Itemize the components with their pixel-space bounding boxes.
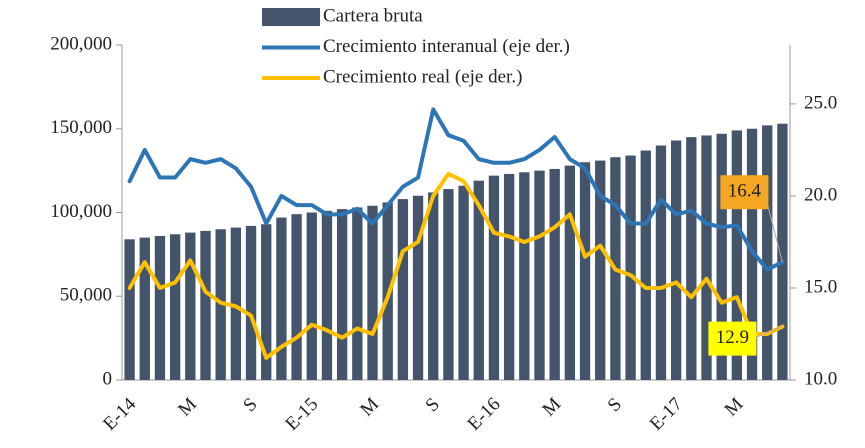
bar xyxy=(185,232,196,380)
bar xyxy=(306,212,317,380)
bar xyxy=(154,235,166,380)
bar xyxy=(534,170,545,380)
y-tick-label: 200,000 xyxy=(50,33,112,54)
x-tick-label: M xyxy=(356,394,383,421)
bar xyxy=(336,209,348,380)
x-tick-label: S xyxy=(604,394,626,416)
data-label: 12.9 xyxy=(716,327,749,348)
x-tick-label: M xyxy=(174,394,201,421)
bar xyxy=(443,189,454,380)
x-tick-label: M xyxy=(538,394,565,421)
y2-tick-label: 15.0 xyxy=(804,276,837,297)
y-tick-label: 100,000 xyxy=(50,201,112,222)
bar xyxy=(579,162,591,380)
bar xyxy=(625,155,636,380)
bar xyxy=(746,128,758,380)
bar xyxy=(200,230,211,380)
bar xyxy=(412,195,424,380)
legend-label: Cartera bruta xyxy=(323,5,423,26)
y2-tick-label: 25.0 xyxy=(804,92,837,113)
bar xyxy=(139,237,150,380)
bar xyxy=(245,225,257,380)
bar xyxy=(564,165,576,380)
data-label: 16.4 xyxy=(728,181,762,202)
bar xyxy=(701,135,712,380)
line xyxy=(127,107,785,272)
x-tick-label: E-14 xyxy=(99,393,140,434)
data-label-box xyxy=(720,175,769,210)
bar xyxy=(731,130,743,380)
line xyxy=(127,171,785,360)
x-tick-label: E-15 xyxy=(281,394,322,435)
bar xyxy=(473,180,484,380)
bar xyxy=(367,205,378,380)
bar xyxy=(230,227,242,380)
bar xyxy=(397,199,409,380)
bar xyxy=(655,145,667,380)
bar xyxy=(428,192,439,380)
bar xyxy=(640,150,651,380)
bar xyxy=(519,172,530,380)
bar xyxy=(595,160,606,380)
bar xyxy=(549,168,560,380)
x-tick-label: S xyxy=(422,394,444,416)
bar xyxy=(686,137,697,380)
bar xyxy=(762,125,773,381)
bar xyxy=(503,173,515,380)
legend-label: Crecimiento interanual (eje der.) xyxy=(323,36,570,57)
bar xyxy=(124,239,135,380)
bar xyxy=(261,224,272,380)
bar xyxy=(276,217,287,380)
y-tick-label: 50,000 xyxy=(60,285,112,306)
legend-swatch xyxy=(262,8,320,26)
y-tick-label: 150,000 xyxy=(50,117,112,138)
leader-line xyxy=(752,326,783,340)
x-tick-label: S xyxy=(239,394,261,416)
bar xyxy=(291,214,302,380)
bar xyxy=(169,234,181,380)
legend-label: Crecimiento real (eje der.) xyxy=(323,66,522,87)
x-tick-label: M xyxy=(721,394,748,421)
bar xyxy=(488,175,500,380)
bar xyxy=(716,133,727,380)
data-label-box xyxy=(708,321,757,356)
bar xyxy=(458,185,469,380)
y2-tick-label: 20.0 xyxy=(804,184,837,205)
bar xyxy=(670,140,682,380)
x-tick-label: E-16 xyxy=(464,394,505,435)
x-tick-label: E-17 xyxy=(646,394,687,435)
bar xyxy=(321,210,333,380)
bar xyxy=(352,207,363,380)
bar xyxy=(777,123,788,380)
y-tick-label: 0 xyxy=(103,368,113,389)
y2-tick-label: 10.0 xyxy=(804,368,837,389)
